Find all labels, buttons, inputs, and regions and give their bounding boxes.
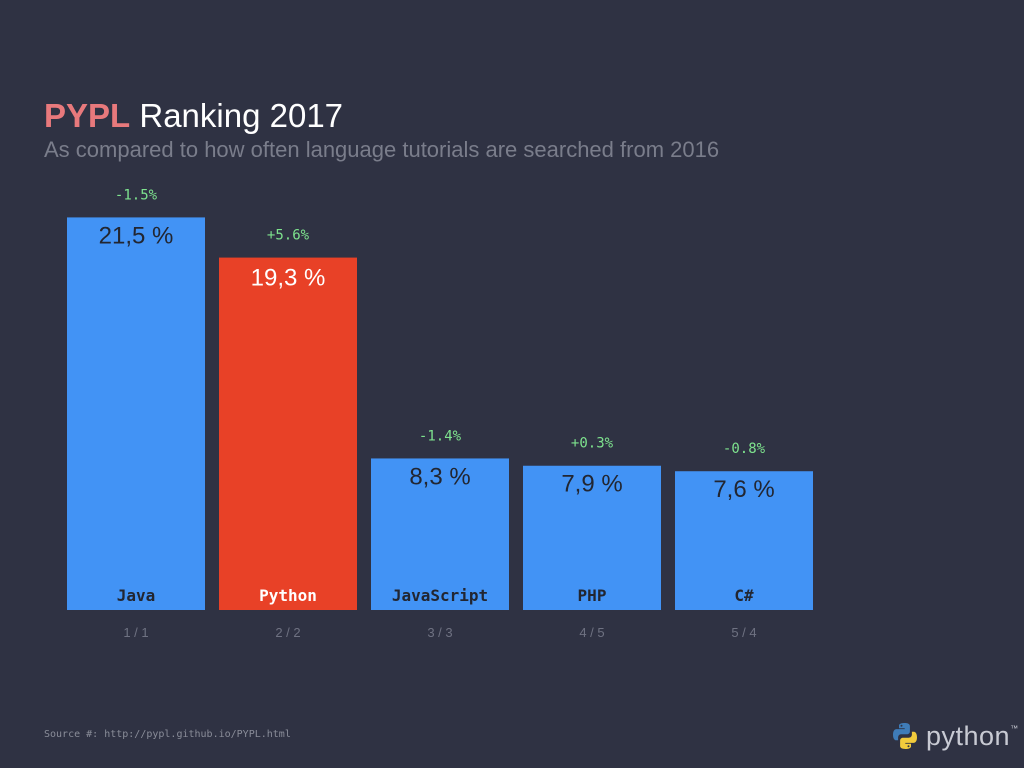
change-label-0: -1.5%	[115, 187, 158, 203]
bar-2	[371, 458, 509, 610]
title-accent: PYPL	[44, 97, 131, 134]
rank-label-4: 5 / 4	[731, 625, 756, 640]
bar-0	[67, 217, 205, 610]
source-note: Source #: http://pypl.github.io/PYPL.htm…	[44, 729, 291, 740]
category-label-3: PHP	[578, 586, 607, 605]
category-label-0: Java	[117, 586, 156, 605]
bar-chart: -1.5% 21,5 % Java 1 / 1 +5.6% 19,3 % Python 2 /…	[67, 187, 813, 640]
python-logo: python ™	[890, 718, 1018, 754]
value-label-3: 7,9 %	[561, 471, 622, 498]
python-logo-icon	[893, 723, 917, 749]
category-label-2: JavaScript	[392, 586, 488, 605]
value-label-1: 19,3 %	[251, 265, 326, 292]
change-label-2: -1.4%	[419, 428, 462, 444]
value-label-0: 21,5 %	[99, 222, 174, 249]
category-label-1: Python	[259, 586, 317, 605]
title-rest: Ranking 2017	[139, 97, 344, 134]
rank-label-1: 2 / 2	[275, 625, 300, 640]
python-logo-text: python	[926, 720, 1011, 751]
rank-label-0: 1 / 1	[123, 625, 148, 640]
change-label-4: -0.8%	[723, 441, 766, 457]
trademark-mark: ™	[1010, 724, 1019, 733]
chart-subtitle: As compared to how often language tutori…	[44, 137, 720, 162]
category-label-4: C#	[734, 586, 754, 605]
bar-4	[675, 471, 813, 610]
chart-title: PYPL Ranking 2017	[44, 96, 343, 136]
change-label-3: +0.3%	[571, 436, 614, 452]
bar-1	[219, 257, 357, 610]
rank-label-3: 4 / 5	[579, 625, 604, 640]
change-label-1: +5.6%	[267, 228, 310, 244]
value-label-4: 7,6 %	[713, 476, 774, 503]
bar-3	[523, 465, 661, 610]
value-label-2: 8,3 %	[409, 463, 470, 490]
rank-label-2: 3 / 3	[427, 625, 452, 640]
